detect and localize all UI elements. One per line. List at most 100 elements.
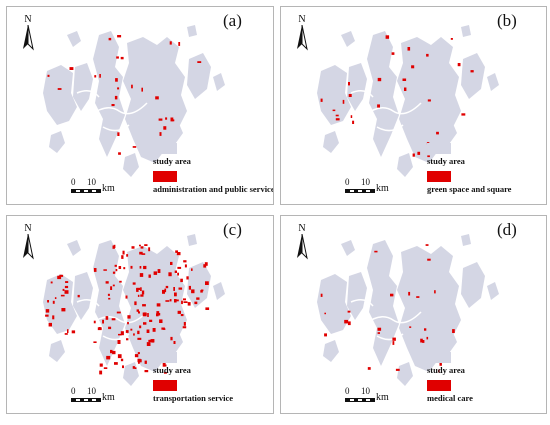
facility-location <box>132 282 136 285</box>
facility-location <box>65 281 69 283</box>
facility-location <box>342 99 345 104</box>
river-line <box>364 102 422 116</box>
facility-location <box>350 115 353 118</box>
study-area-patch <box>73 272 93 320</box>
facility-location <box>140 294 144 297</box>
facility-location <box>427 99 431 102</box>
facility-location <box>164 372 167 374</box>
facility-location <box>439 362 442 366</box>
scale-zero: 0 <box>345 177 350 187</box>
facility-location <box>48 322 52 327</box>
facility-location <box>139 325 142 329</box>
facility-location <box>348 82 350 86</box>
facility-location <box>180 314 184 317</box>
facility-location <box>117 340 121 344</box>
facility-location <box>125 330 129 333</box>
facility-location <box>182 326 187 329</box>
facility-location <box>170 117 174 122</box>
facility-location <box>117 132 120 136</box>
study-area-patch <box>367 240 399 366</box>
north-letter: N <box>24 223 32 234</box>
facility-location <box>47 300 49 303</box>
facility-location <box>143 322 147 325</box>
facility-location <box>178 42 181 46</box>
scale-bar: 0 10 km <box>345 177 425 199</box>
facility-location <box>426 53 429 57</box>
facility-location <box>320 98 323 102</box>
facility-location <box>45 314 49 317</box>
study-area-patch <box>437 328 457 356</box>
facility-location <box>324 333 327 337</box>
river-line <box>76 90 100 98</box>
facility-location <box>118 152 121 155</box>
scale-bar: 0 10 km <box>71 386 151 408</box>
legend-label-facility: green space and square <box>427 184 512 194</box>
facility-location <box>136 287 141 290</box>
north-arrow-icon <box>297 233 308 260</box>
legend-item-study-area: study area <box>427 352 546 380</box>
facility-location <box>461 113 466 116</box>
study-area-map <box>317 234 499 386</box>
north-arrow-icon <box>297 24 308 51</box>
facility-location <box>103 367 108 369</box>
study-area-patch <box>397 362 413 386</box>
facility-location <box>139 266 142 269</box>
scale-unit: km <box>102 183 115 194</box>
study-area-swatch <box>153 143 177 154</box>
study-area-patch <box>67 240 81 256</box>
legend: study area green space and square <box>427 143 546 199</box>
facility-location <box>126 338 129 341</box>
scale-ten: 10 <box>87 386 96 396</box>
facility-location <box>102 319 104 324</box>
facility-location <box>144 244 148 246</box>
facility-swatch <box>153 171 177 182</box>
facility-location <box>159 319 163 323</box>
facility-location <box>427 155 430 158</box>
north-letter: N <box>24 14 32 25</box>
river-line <box>376 333 404 341</box>
facility-location <box>181 300 183 305</box>
study-area-patch <box>73 63 93 111</box>
legend: study area transportation service <box>153 352 273 408</box>
scale-bar: 0 10 km <box>345 386 425 408</box>
facility-location <box>150 339 155 342</box>
facility-location <box>434 290 436 294</box>
facility-location <box>392 341 395 345</box>
scale-bar-graphic <box>345 189 375 193</box>
study-area-patch <box>123 153 139 177</box>
facility-location <box>176 252 181 256</box>
facility-location <box>140 287 142 291</box>
facility-location <box>132 366 135 369</box>
facility-location <box>146 329 150 333</box>
facility-location <box>173 287 175 291</box>
legend-label-study-area: study area <box>427 156 465 166</box>
facility-location <box>105 316 109 320</box>
facility-location <box>108 297 111 300</box>
facility-location <box>136 309 139 312</box>
facility-location <box>139 273 144 277</box>
study-area-patch <box>487 282 499 300</box>
facility-location <box>417 151 421 155</box>
facility-location <box>391 52 395 55</box>
facility-location <box>120 331 124 336</box>
study-area-map <box>317 25 499 177</box>
study-area-patch <box>163 328 183 356</box>
facility-location <box>200 290 203 293</box>
river-line <box>76 299 100 307</box>
facility-location <box>107 293 110 296</box>
study-area-patch <box>123 362 139 386</box>
facility-location <box>122 365 124 369</box>
river-line <box>364 311 422 325</box>
facility-location <box>93 320 96 324</box>
study-area-patch <box>67 31 81 47</box>
facility-location <box>110 349 113 354</box>
facility-location <box>169 41 172 45</box>
legend-item-facility: administration and public service <box>153 171 273 199</box>
scale-bar-graphic <box>345 398 375 402</box>
facility-location <box>139 251 143 255</box>
facility-location <box>137 330 140 335</box>
facility-location <box>347 310 351 313</box>
map-panel-c: (c) N study area transportation service … <box>6 215 274 414</box>
facility-location <box>117 354 122 359</box>
river-line <box>350 90 374 98</box>
